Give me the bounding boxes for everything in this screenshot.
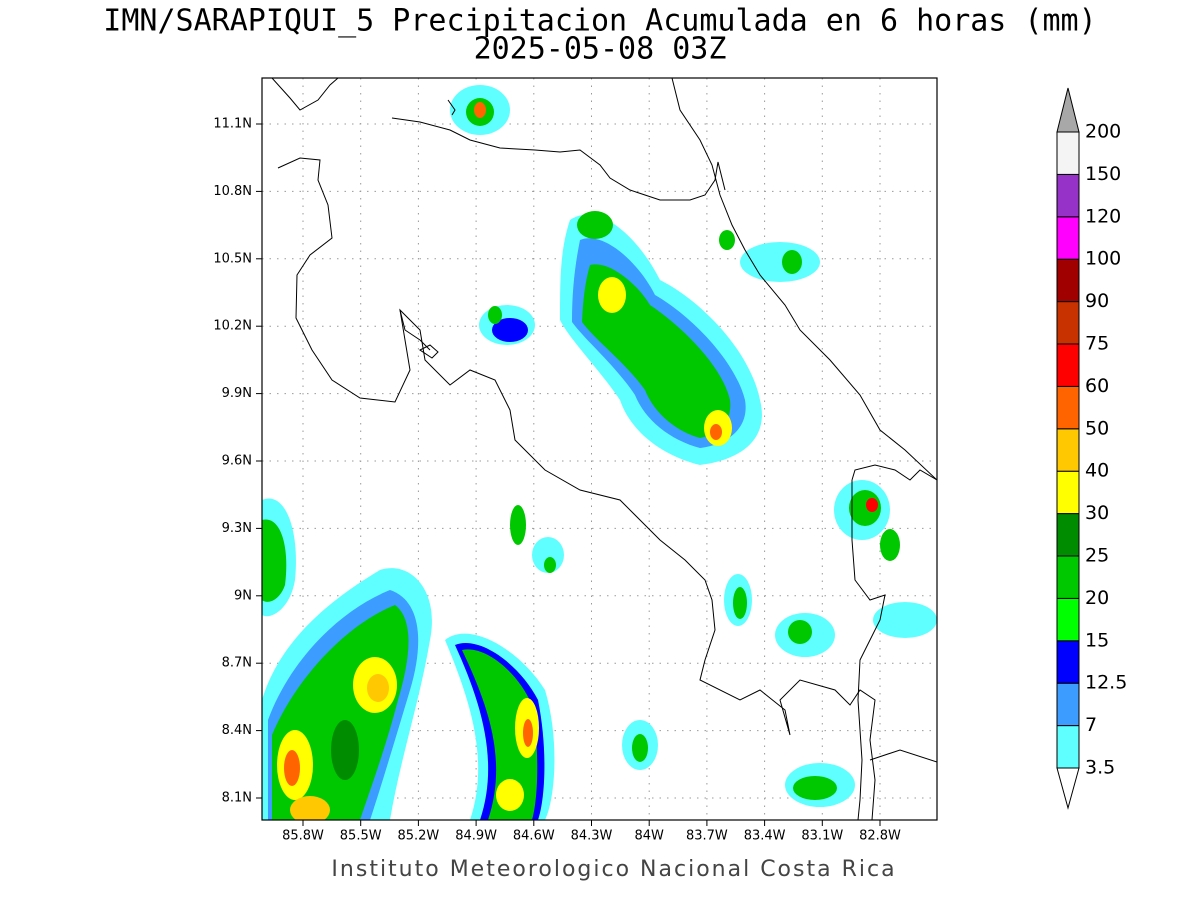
colorbar-box <box>1056 131 1080 175</box>
lat-tick-label: 9N <box>234 588 252 603</box>
precip-sw <box>262 498 555 820</box>
colorbar-box <box>1056 173 1080 218</box>
colorbar-box <box>1056 301 1080 345</box>
colorbar-label: 50 <box>1085 417 1109 439</box>
colorbar-label: 60 <box>1085 375 1109 397</box>
coastlines <box>271 78 937 820</box>
lon-tick-label: 83.1W <box>801 829 843 844</box>
map-frame <box>261 77 938 821</box>
subtitle: 2025-05-08 03Z <box>474 32 727 67</box>
colorbar-label: 3.5 <box>1085 757 1115 779</box>
colorbar-over <box>1056 87 1080 133</box>
colorbar-label: 15 <box>1085 629 1109 651</box>
lat-tick-label: 10.5N <box>213 251 252 266</box>
lat-tick-label: 9.9N <box>222 386 252 401</box>
lon-tick-label: 82.8W <box>859 829 901 844</box>
colorbar-label: 150 <box>1085 163 1121 185</box>
lon-tick-label: 83.4W <box>744 829 786 844</box>
lon-tick-label: 84W <box>634 829 664 844</box>
lat-tick-label: 9.6N <box>222 454 252 469</box>
lat-tick-label: 8.4N <box>222 723 252 738</box>
colorbar-box <box>1056 597 1080 642</box>
lon-tick-label: 83.7W <box>686 829 728 844</box>
lon-tick-label: 85.2W <box>397 829 439 844</box>
lat-tick-label: 8.7N <box>222 656 252 671</box>
colorbar-box <box>1056 682 1080 727</box>
colorbar-label: 25 <box>1085 545 1109 567</box>
colorbar-box <box>1056 216 1080 260</box>
colorbar-box <box>1056 343 1080 387</box>
colorbar-label: 12.5 <box>1085 672 1127 694</box>
axis-ticks: 11.1N 10.8N 10.5N 10.2N 9.9N 9.6N 9.3N 9N 8.7N 8.… <box>213 117 901 844</box>
colorbar-box <box>1056 428 1080 472</box>
lon-tick-label: 85.5W <box>340 829 382 844</box>
colorbar-label: 100 <box>1085 248 1121 270</box>
colorbar: 3.5 7 12.5 15 20 25 30 40 50 60 75 90 100 120 150 200 <box>1056 87 1127 810</box>
colorbar-label: 90 <box>1085 290 1109 312</box>
title: IMN/SARAPIQUI_5 Precipitacion Acumulada … <box>103 4 1096 39</box>
colorbar-box <box>1056 725 1080 769</box>
colorbar-under <box>1056 767 1080 810</box>
map <box>262 78 937 820</box>
lon-tick-label: 85.8W <box>282 829 324 844</box>
lat-tick-label: 10.8N <box>213 184 252 199</box>
colorbar-box <box>1056 470 1080 515</box>
lat-tick-label: 8.1N <box>222 791 252 806</box>
lon-tick-label: 84.9W <box>455 829 497 844</box>
colorbar-label: 75 <box>1085 333 1109 355</box>
colorbar-box <box>1056 555 1080 599</box>
precip-field <box>262 85 937 820</box>
precip-central <box>450 85 820 465</box>
colorbar-box <box>1056 640 1080 684</box>
footer: Instituto Meteorologico Nacional Costa R… <box>331 857 896 882</box>
colorbar-label: 30 <box>1085 502 1109 524</box>
lat-tick-label: 10.2N <box>213 319 252 334</box>
colorbar-label: 7 <box>1085 714 1097 736</box>
lon-tick-label: 84.6W <box>513 829 555 844</box>
lat-tick-label: 11.1N <box>213 117 252 132</box>
precip-east <box>510 480 937 807</box>
colorbar-box <box>1056 258 1080 303</box>
colorbar-label: 120 <box>1085 205 1121 227</box>
lat-tick-label: 9.3N <box>222 521 252 536</box>
colorbar-label: 20 <box>1085 587 1109 609</box>
colorbar-box <box>1056 385 1080 430</box>
lon-tick-label: 84.3W <box>571 829 613 844</box>
colorbar-label: 40 <box>1085 460 1109 482</box>
colorbar-label: 200 <box>1085 121 1121 143</box>
colorbar-box <box>1056 513 1080 557</box>
